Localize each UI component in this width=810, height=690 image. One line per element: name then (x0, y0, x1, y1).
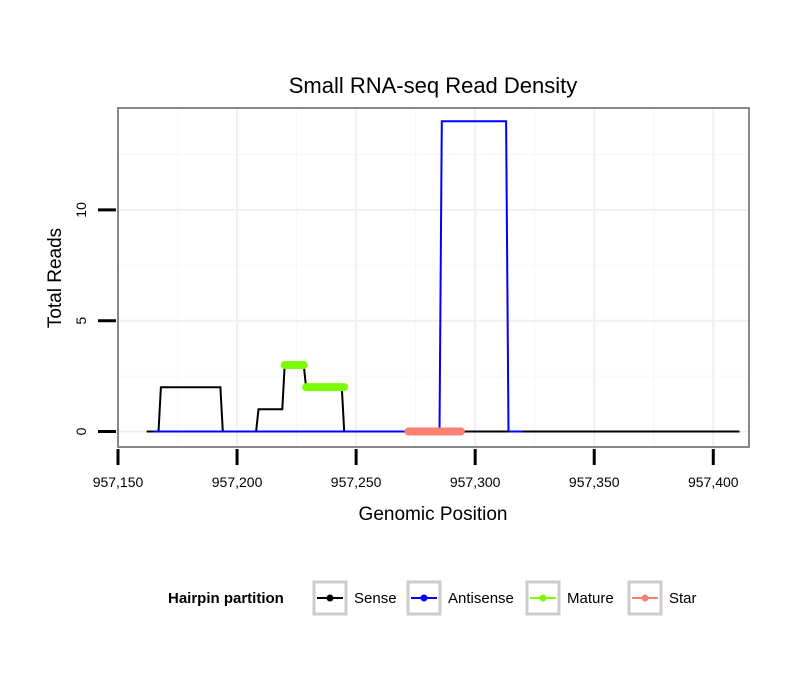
legend-entry-star: Star (627, 580, 697, 616)
legend-entry-antisense: Antisense (406, 580, 514, 616)
legend-label-mature: Mature (567, 590, 614, 607)
series-line-sense (146, 364, 740, 433)
y-tick-label: 0 (73, 427, 89, 435)
y-tick-label: 5 (73, 317, 89, 325)
series-line-antisense (153, 120, 523, 433)
legend-label-antisense: Antisense (448, 590, 514, 607)
legend-label-sense: Sense (354, 590, 397, 607)
legend-key-dot (641, 594, 649, 602)
legend-key-dot (326, 594, 334, 602)
y-tick-label: 10 (73, 202, 89, 218)
legend-entry-mature: Mature (525, 580, 614, 616)
legend-entry-sense: Sense (312, 580, 397, 616)
x-tick-label: 957,150 (93, 474, 144, 490)
x-axis: 957,150 957,200 957,250 957,300 957,350 957,4… (93, 449, 739, 490)
legend-key-dot (539, 594, 547, 602)
x-tick-label: 957,200 (212, 474, 263, 490)
x-tick-label: 957,250 (331, 474, 382, 490)
x-tick-label: 957,300 (450, 474, 501, 490)
series-layer (146, 120, 740, 436)
x-axis-title: Genomic Position (359, 504, 508, 525)
legend-label-star: Star (669, 590, 697, 607)
legend-title: Hairpin partition (168, 590, 284, 607)
chart-title: Small RNA-seq Read Density (289, 73, 578, 98)
grid (118, 108, 749, 447)
legend-key-dot (420, 594, 428, 602)
y-axis: 0 5 10 (73, 202, 116, 435)
y-axis-title: Total Reads (45, 228, 66, 328)
plot-panel-border (117, 107, 750, 448)
x-tick-label: 957,400 (688, 474, 739, 490)
x-tick-label: 957,350 (569, 474, 620, 490)
legend: Hairpin partition Sense Antisense Mature St… (168, 580, 697, 616)
